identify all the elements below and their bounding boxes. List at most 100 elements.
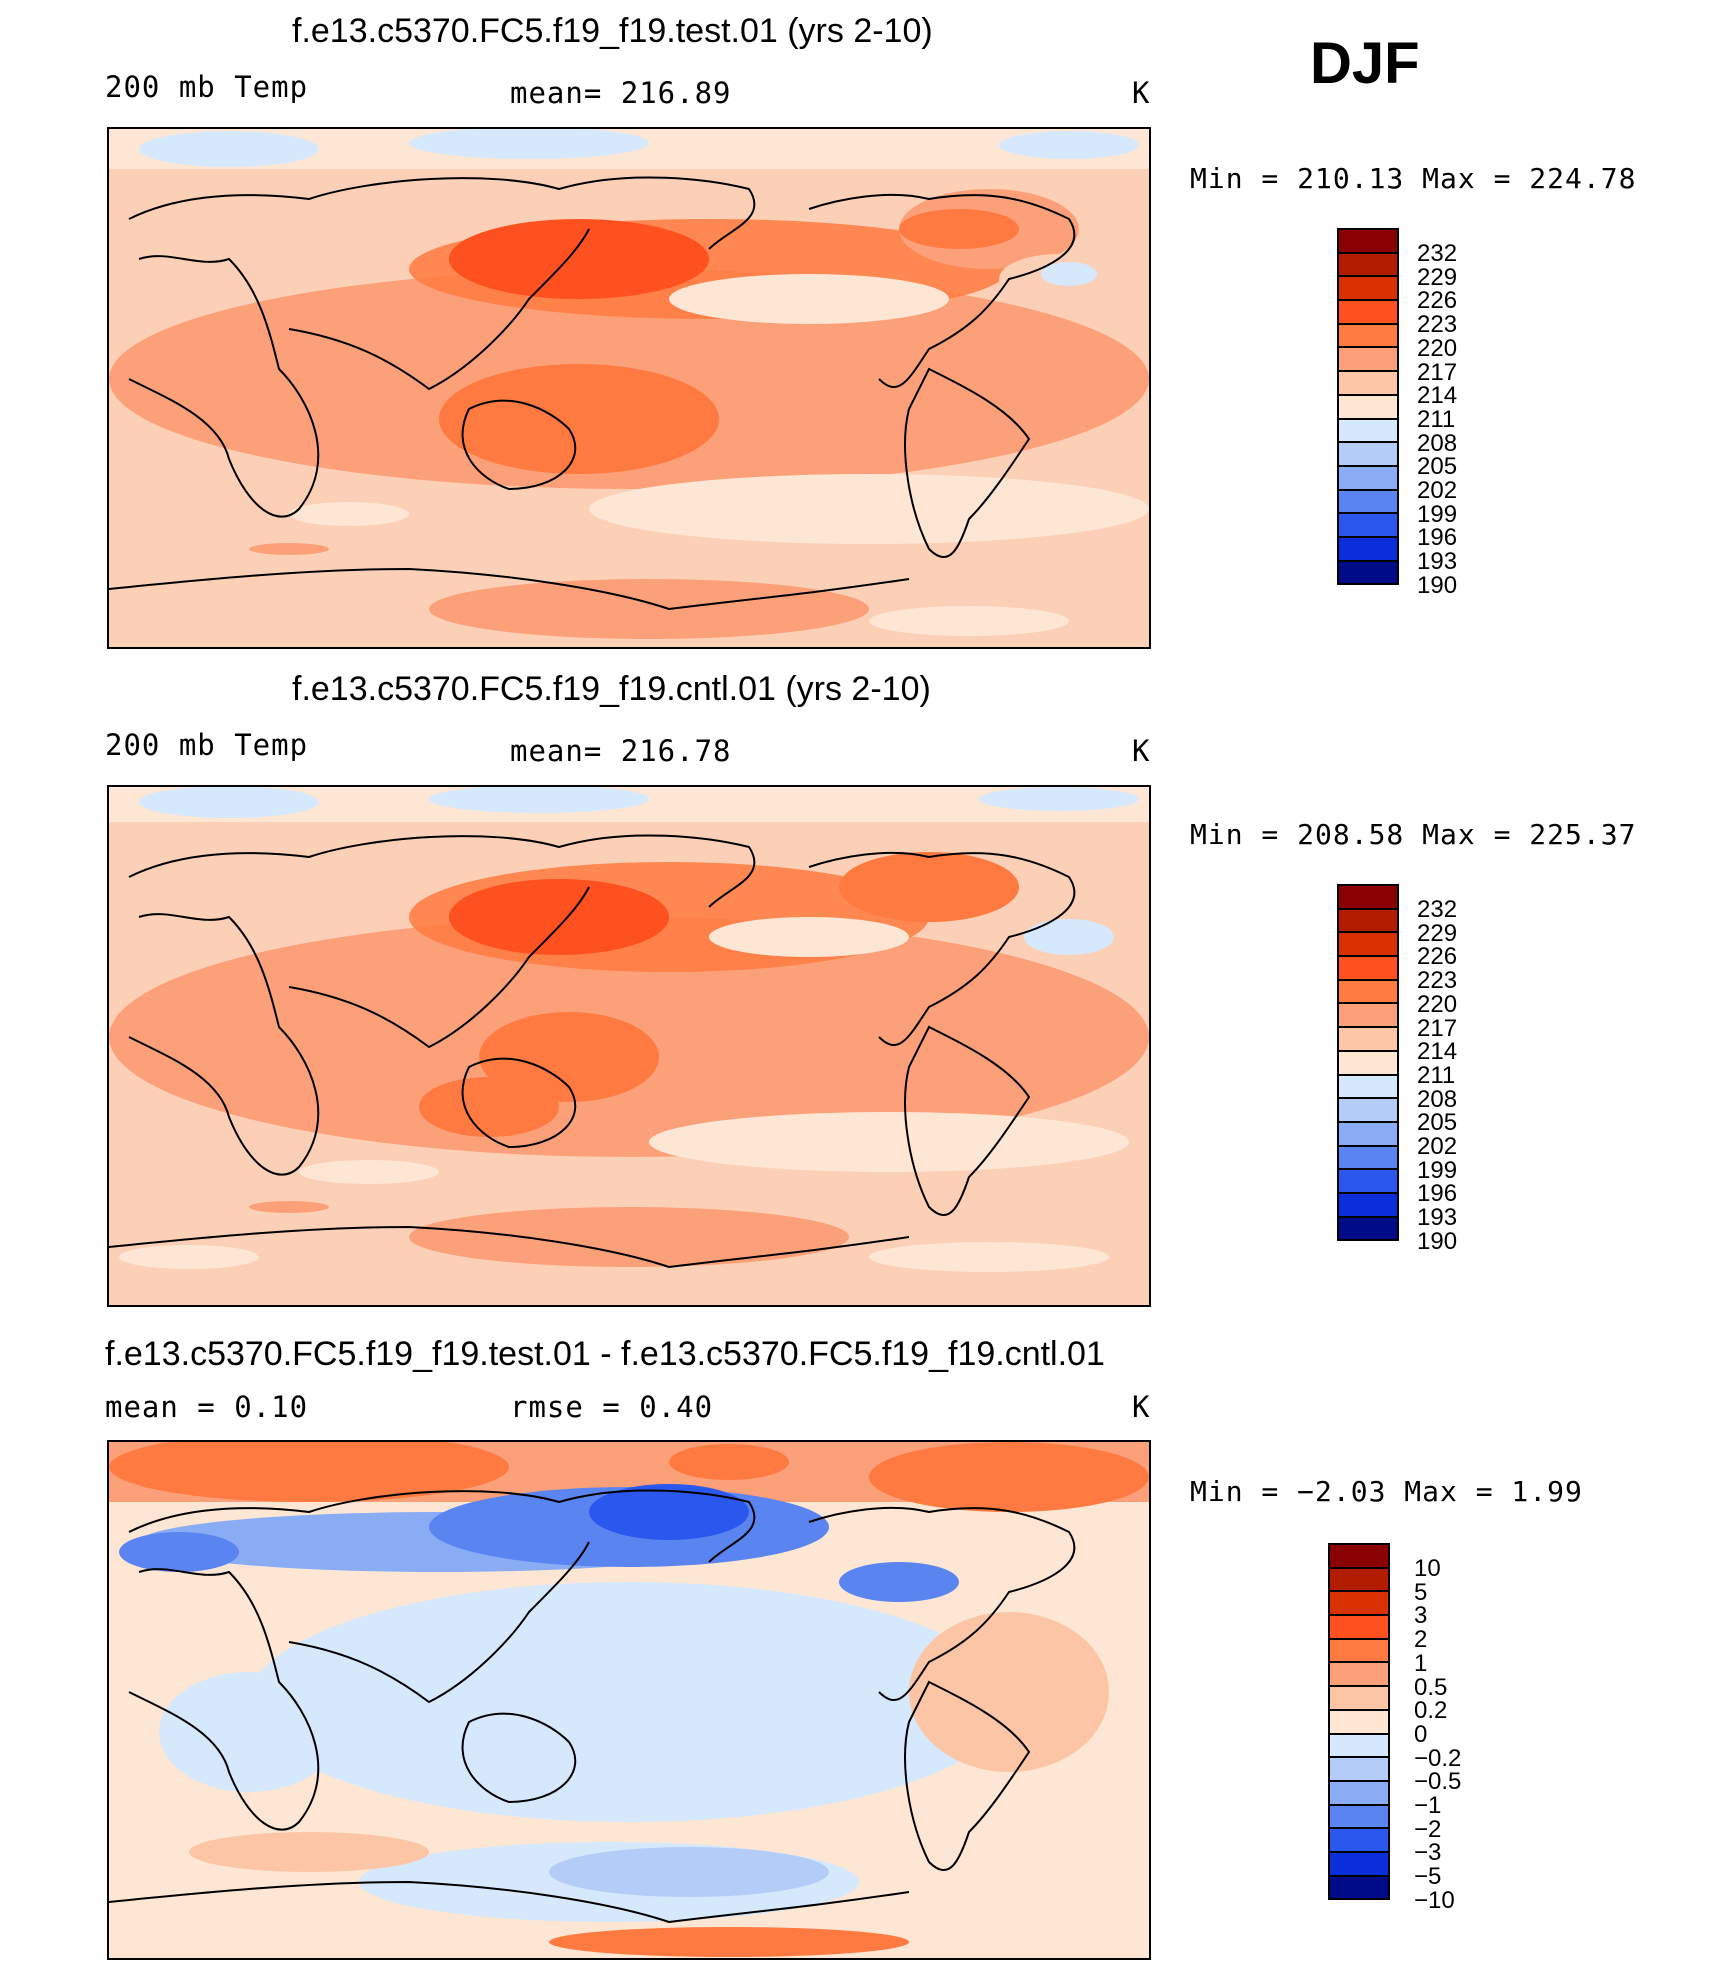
colorbar-swatch [1337, 884, 1399, 910]
colorbar-swatch [1328, 1779, 1390, 1806]
panel-1-colorbar: 232 229 226 223 220 217 214 211 208 205 202 199 196 1… [1337, 228, 1457, 597]
colorbar-label: −0.5 [1414, 1768, 1462, 1796]
colorbar-swatch [1328, 1661, 1390, 1688]
colorbar-swatch [1337, 931, 1399, 958]
panel-3-colorbar: 10 5 3 2 1 0.5 0.2 0 −0.2 −0.5 −1 −2 −3 −5 −10 [1328, 1543, 1461, 1912]
colorbar-label: 202 [1417, 1133, 1458, 1160]
colorbar-swatch [1337, 1049, 1399, 1076]
colorbar-label: −0.2 [1414, 1744, 1462, 1772]
colorbar-label: 214 [1417, 382, 1458, 410]
colorbar-label: 223 [1417, 967, 1458, 995]
colorbar-swatch [1337, 1215, 1399, 1242]
colorbar-label: 0 [1414, 1720, 1428, 1748]
colorbar-label: 211 [1417, 1061, 1456, 1089]
colorbar-swatch [1337, 1097, 1399, 1123]
colorbar-swatch [1337, 535, 1399, 562]
colorbar-label: 202 [1417, 477, 1458, 504]
colorbar-label: 214 [1417, 1038, 1458, 1066]
colorbar-label: 205 [1417, 453, 1458, 481]
colorbar-swatch [1328, 1543, 1390, 1569]
colorbar-swatch [1328, 1590, 1390, 1617]
colorbar-swatch [1337, 955, 1399, 981]
colorbar-swatch [1337, 512, 1399, 538]
colorbar-swatch [1337, 228, 1399, 254]
colorbar-label: −3 [1414, 1839, 1442, 1867]
colorbar-label: −10 [1414, 1886, 1455, 1914]
panel-2-map [107, 785, 1151, 1307]
colorbar-label: 229 [1417, 919, 1458, 947]
colorbar-swatch [1337, 1144, 1399, 1171]
colorbar-label: 190 [1417, 1227, 1458, 1255]
colorbar-label: −1 [1414, 1792, 1442, 1819]
colorbar-swatch [1337, 1120, 1399, 1147]
colorbar-label: 232 [1417, 896, 1458, 923]
panel-1-field-label: 200 mb Temp [105, 70, 309, 104]
colorbar-swatch [1337, 299, 1399, 325]
colorbar-label: 229 [1417, 263, 1458, 291]
panel-2-units-label: K [1132, 734, 1151, 768]
colorbar-swatch [1328, 1874, 1390, 1901]
colorbar-label: 5 [1414, 1578, 1428, 1606]
colorbar-label: 199 [1417, 1156, 1458, 1184]
colorbar-swatch [1328, 1732, 1390, 1759]
colorbar-swatch [1337, 1168, 1399, 1194]
colorbar-swatch [1337, 978, 1399, 1005]
colorbar-swatch [1328, 1637, 1390, 1664]
panel-1-map [107, 127, 1151, 649]
colorbar-swatch [1337, 1002, 1399, 1029]
panel-1-mean-label: mean= 216.89 [510, 76, 732, 110]
colorbar-swatch [1328, 1708, 1390, 1735]
panel-3-min-max: Min = −2.03 Max = 1.99 [1190, 1475, 1583, 1508]
colorbar-label: 223 [1417, 311, 1458, 339]
colorbar-label: 226 [1417, 943, 1458, 971]
panel-2-mean-label: mean= 216.78 [510, 734, 732, 768]
colorbar-swatch [1337, 370, 1399, 396]
colorbar-label: −5 [1414, 1863, 1442, 1891]
colorbar-swatch [1337, 1191, 1399, 1218]
colorbar-swatch [1337, 322, 1399, 349]
panel-3-map [107, 1440, 1151, 1960]
colorbar-label: 193 [1417, 1204, 1458, 1232]
colorbar-swatch [1328, 1850, 1390, 1877]
panel-1-min-max: Min = 210.13 Max = 224.78 [1190, 162, 1637, 195]
season-label: DJF [1310, 31, 1420, 96]
colorbar-swatch [1337, 393, 1399, 420]
colorbar-label: 0.2 [1414, 1697, 1448, 1725]
colorbar-label: 220 [1417, 990, 1458, 1018]
colorbar-swatch [1337, 1026, 1399, 1052]
colorbar-swatch [1328, 1566, 1390, 1593]
colorbar-label: 232 [1417, 240, 1458, 267]
panel-2-title: f.e13.c5370.FC5.f19_f19.cntl.01 (yrs 2-1… [292, 670, 931, 708]
colorbar-swatch [1337, 251, 1399, 278]
colorbar-label: 205 [1417, 1109, 1458, 1137]
colorbar-label: 0.5 [1414, 1673, 1448, 1701]
colorbar-swatch [1337, 275, 1399, 302]
colorbar-swatch [1337, 907, 1399, 934]
panel-3-units-label: K [1132, 1390, 1151, 1424]
colorbar-label: 1 [1414, 1649, 1428, 1677]
colorbar-swatch [1337, 488, 1399, 515]
panel-3-mean-label: mean = 0.10 [105, 1390, 309, 1424]
colorbar-label: 220 [1417, 334, 1458, 362]
panel-3-title: f.e13.c5370.FC5.f19_f19.test.01 - f.e13.… [105, 1335, 1105, 1373]
colorbar-label: 199 [1417, 500, 1458, 528]
colorbar-label: 2 [1414, 1626, 1428, 1654]
colorbar-swatch [1337, 417, 1399, 444]
colorbar-label: 190 [1417, 571, 1458, 599]
colorbar-label: 208 [1417, 1085, 1458, 1113]
colorbar-swatch [1337, 559, 1399, 586]
colorbar-label: 193 [1417, 548, 1458, 576]
colorbar-label: 211 [1417, 405, 1456, 433]
colorbar-label: −2 [1414, 1815, 1442, 1843]
panel-2-min-max: Min = 208.58 Max = 225.37 [1190, 818, 1637, 851]
colorbar-label: 3 [1414, 1602, 1428, 1630]
colorbar-swatch [1328, 1614, 1390, 1640]
colorbar-swatch [1337, 346, 1399, 373]
colorbar-swatch [1328, 1685, 1390, 1711]
colorbar-label: 217 [1417, 358, 1458, 386]
panel-1-title: f.e13.c5370.FC5.f19_f19.test.01 (yrs 2-1… [292, 12, 933, 50]
colorbar-label: 196 [1417, 524, 1458, 552]
panel-1-units-label: K [1132, 76, 1151, 110]
colorbar-swatch [1328, 1827, 1390, 1853]
colorbar-label: 196 [1417, 1180, 1458, 1208]
